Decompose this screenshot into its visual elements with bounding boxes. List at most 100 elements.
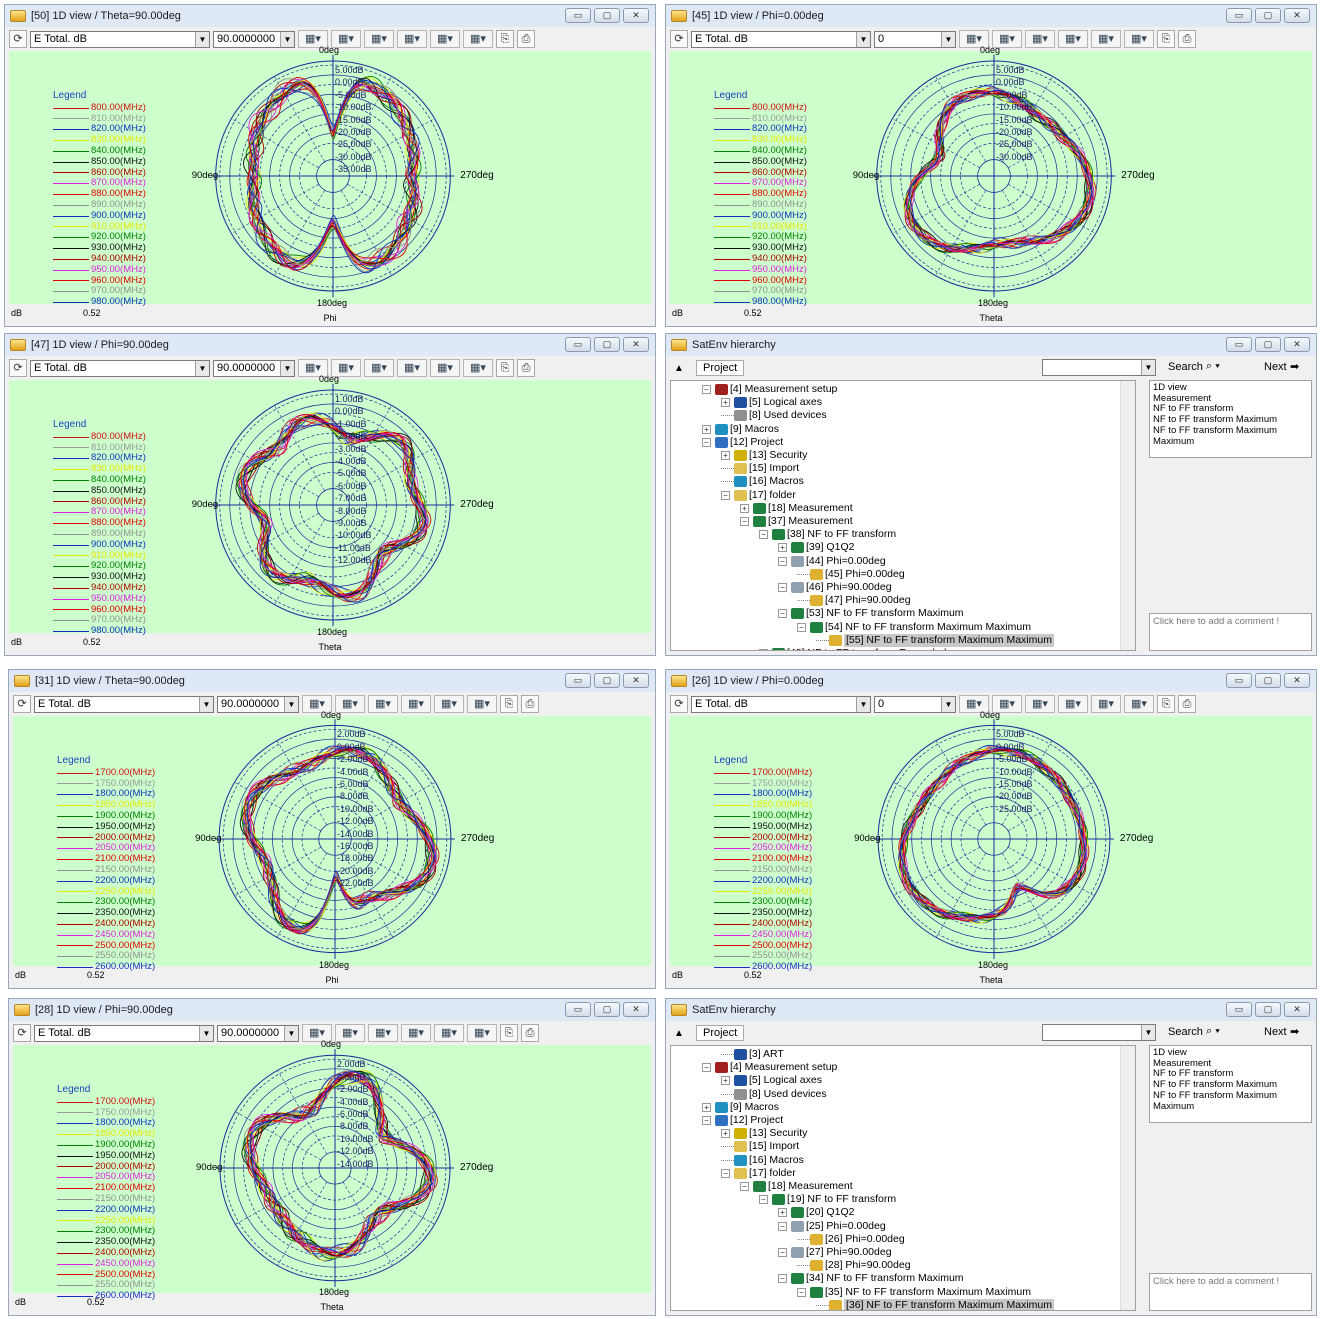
maximize-button[interactable]: ▢ — [1255, 1002, 1281, 1017]
close-button[interactable]: ✕ — [1284, 1002, 1310, 1017]
collapse-icon[interactable]: − — [778, 1221, 787, 1231]
polar-plot-area[interactable]: 5.00dB 0.00dB -5.00dB -10.00dB -15.00dB -20.0… — [670, 45, 1312, 308]
collapse-icon[interactable]: − — [759, 649, 768, 650]
tree-node[interactable]: + [9] Macros — [702, 423, 779, 436]
polar-icon[interactable]: ▦▾ — [1058, 30, 1088, 48]
expand-icon[interactable]: + — [778, 543, 787, 553]
tree-node[interactable]: − [37] Measurement — [740, 515, 853, 528]
hierarchy-tree[interactable]: − [4] Measurement setup + [5] Logical axes[… — [670, 380, 1136, 651]
search-select[interactable]: ▼ — [1042, 1024, 1156, 1041]
close-button[interactable]: ✕ — [1284, 673, 1310, 688]
angle-select[interactable]: 0 ▼ — [874, 30, 956, 48]
collapse-icon[interactable]: − — [740, 1182, 749, 1191]
minimize-button[interactable]: ▭ — [1226, 8, 1252, 23]
tree-node[interactable]: + [5] Logical axes — [721, 1074, 822, 1087]
tree-node[interactable]: − [46] Phi=90.00deg — [778, 581, 892, 594]
tree-node[interactable]: − [17] folder — [721, 1167, 796, 1180]
maximize-button[interactable]: ▢ — [594, 1002, 620, 1017]
axes-icon[interactable]: ▦▾ — [467, 695, 497, 713]
minimize-button[interactable]: ▭ — [1226, 1002, 1252, 1017]
print-icon[interactable]: ⎙ — [1178, 30, 1196, 48]
comment-box[interactable]: Click here to add a comment ! — [1149, 1273, 1312, 1311]
field-select[interactable]: E Total. dB ▼ — [691, 695, 871, 713]
tree-scrollbar[interactable] — [1120, 381, 1135, 650]
collapse-icon[interactable]: ▲ — [674, 1027, 684, 1039]
copy-icon[interactable]: ⎘ — [496, 30, 514, 48]
collapse-icon[interactable]: − — [721, 1168, 730, 1178]
next-button[interactable]: Next — [1264, 1026, 1287, 1038]
plot-window[interactable]: [31] 1D view / Theta=90.00deg ▭ ▢ ✕ ⟳ E Total… — [8, 669, 656, 989]
window-title-bar[interactable]: [31] 1D view / Theta=90.00deg ▭ ▢ ✕ — [9, 670, 655, 692]
minimize-button[interactable]: ▭ — [565, 337, 591, 352]
grid-icon[interactable]: ▦▾ — [364, 359, 394, 377]
curve-icon[interactable]: ▦▾ — [434, 1024, 464, 1042]
plot-window[interactable]: [45] 1D view / Phi=0.00deg ▭ ▢ ✕ ⟳ E Total. d… — [665, 4, 1317, 327]
print-icon[interactable]: ⎙ — [1178, 695, 1196, 713]
search-select[interactable]: ▼ — [1042, 359, 1156, 376]
window-title-bar[interactable]: [45] 1D view / Phi=0.00deg ▭ ▢ ✕ — [666, 5, 1316, 27]
tree-node[interactable]: − [48] NF to FF transform Expanded — [759, 647, 946, 650]
comment-box[interactable]: Click here to add a comment ! — [1149, 613, 1312, 651]
collapse-icon[interactable]: − — [778, 1248, 787, 1257]
print-icon[interactable]: ⎙ — [521, 695, 539, 713]
tree-node[interactable]: [8] Used devices — [721, 1088, 827, 1101]
tree-node[interactable]: − [17] folder — [721, 489, 796, 502]
window-title-bar[interactable]: [47] 1D view / Phi=90.00deg ▭ ▢ ✕ — [5, 334, 655, 356]
axes-icon[interactable]: ▦▾ — [1124, 30, 1154, 48]
close-button[interactable]: ✕ — [623, 337, 649, 352]
collapse-icon[interactable]: − — [778, 609, 787, 619]
grid-icon[interactable]: ▦▾ — [1025, 30, 1055, 48]
angle-select[interactable]: 90.0000000 ▼ — [217, 1024, 299, 1042]
project-tab[interactable]: Project — [696, 1025, 745, 1041]
grid-icon[interactable]: ▦▾ — [1025, 695, 1055, 713]
search-button[interactable]: Search — [1168, 1026, 1203, 1038]
close-button[interactable]: ✕ — [623, 1002, 649, 1017]
expand-icon[interactable]: + — [721, 1129, 730, 1139]
tree-scrollbar[interactable] — [1120, 1046, 1135, 1310]
tree-node[interactable]: + [20] Q1Q2 — [778, 1206, 854, 1219]
chart-icon[interactable]: ▦▾ — [959, 695, 989, 713]
search-button[interactable]: Search — [1168, 361, 1203, 373]
polar-icon[interactable]: ▦▾ — [397, 359, 427, 377]
angle-select[interactable]: 90.0000000 ▼ — [213, 30, 295, 48]
maximize-button[interactable]: ▢ — [1255, 337, 1281, 352]
angle-select[interactable]: 90.0000000 ▼ — [213, 359, 295, 377]
plot-window[interactable]: [47] 1D view / Phi=90.00deg ▭ ▢ ✕ ⟳ E Total. … — [4, 333, 656, 656]
field-select[interactable]: E Total. dB ▼ — [30, 30, 210, 48]
tree-node[interactable]: [16] Macros — [721, 1154, 804, 1167]
minimize-button[interactable]: ▭ — [1226, 337, 1252, 352]
polar-plot-area[interactable]: 2.00dB 0.00dB -2.00dB -4.00dB -6.00dB -8.00dB… — [13, 1039, 651, 1301]
chart-icon[interactable]: ▦▾ — [302, 695, 332, 713]
copy-icon[interactable]: ⎘ — [1157, 30, 1175, 48]
scale-icon[interactable]: ▦▾ — [992, 30, 1022, 48]
expand-icon[interactable]: + — [702, 1102, 711, 1112]
maximize-button[interactable]: ▢ — [1255, 8, 1281, 23]
polar-icon[interactable]: ▦▾ — [401, 1024, 431, 1042]
maximize-button[interactable]: ▢ — [594, 8, 620, 23]
curve-icon[interactable]: ▦▾ — [430, 30, 460, 48]
maximize-button[interactable]: ▢ — [594, 673, 620, 688]
maximize-button[interactable]: ▢ — [594, 337, 620, 352]
tree-node[interactable]: − [54] NF to FF transform Maximum Maximum — [797, 621, 1031, 634]
project-tab[interactable]: Project — [696, 360, 745, 376]
chart-icon[interactable]: ▦▾ — [298, 359, 328, 377]
window-title-bar[interactable]: SatEnv hierarchy ▭ ▢ ✕ — [666, 999, 1316, 1021]
polar-icon[interactable]: ▦▾ — [397, 30, 427, 48]
axes-icon[interactable]: ▦▾ — [467, 1024, 497, 1042]
tree-node[interactable]: − [44] Phi=0.00deg — [778, 555, 886, 568]
chart-icon[interactable]: ▦▾ — [959, 30, 989, 48]
collapse-icon[interactable]: − — [797, 622, 806, 632]
collapse-icon[interactable]: − — [702, 1063, 711, 1073]
tree-node[interactable]: + [13] Security — [721, 449, 807, 462]
window-title-bar[interactable]: SatEnv hierarchy ▭ ▢ ✕ — [666, 334, 1316, 356]
hierarchy-window[interactable]: SatEnv hierarchy ▭ ▢ ✕ ▲ Project ▼ Search ⌕ ▾ Nex… — [665, 998, 1317, 1316]
chart-icon[interactable]: ▦▾ — [302, 1024, 332, 1042]
tree-node[interactable]: − [4] Measurement setup — [702, 1061, 837, 1074]
collapse-icon[interactable]: − — [778, 556, 787, 566]
hierarchy-window[interactable]: SatEnv hierarchy ▭ ▢ ✕ ▲ Project ▼ Search ⌕ ▾ Nex… — [665, 333, 1317, 656]
curve-icon[interactable]: ▦▾ — [434, 695, 464, 713]
refresh-icon[interactable]: ⟳ — [13, 1024, 31, 1042]
tree-node[interactable]: + [39] Q1Q2 — [778, 541, 854, 554]
plot-window[interactable]: [26] 1D view / Phi=0.00deg ▭ ▢ ✕ ⟳ E Total. d… — [665, 669, 1317, 989]
expand-icon[interactable]: + — [740, 503, 749, 513]
